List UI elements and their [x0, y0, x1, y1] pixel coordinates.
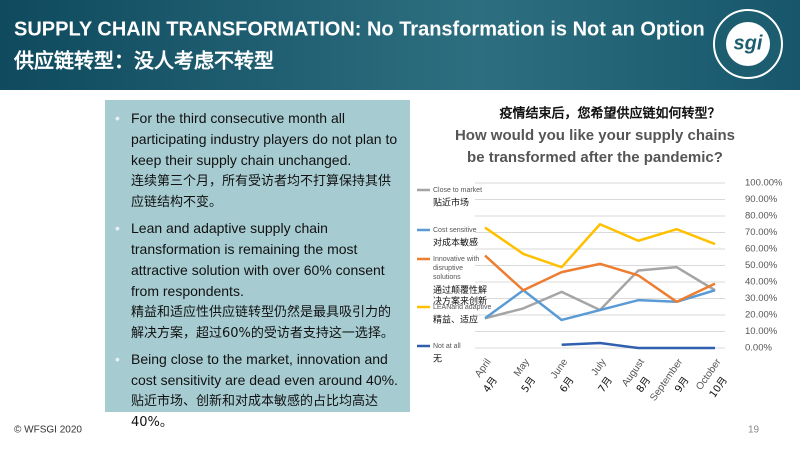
- y-tick-label: 50.00%: [745, 260, 778, 271]
- bullet-cn: 连续第三个月，所有受访者均不打算保持其供应链结构不变。: [131, 174, 392, 210]
- legend-line: solutions: [433, 274, 461, 281]
- legend-label: LEANand adaptive: [433, 304, 491, 311]
- bullet-en: Lean and adaptive supply chain transform…: [131, 220, 385, 299]
- legend-label: Innovative with disruptive solutions: [433, 256, 479, 281]
- y-tick-label: 70.00%: [745, 227, 778, 238]
- y-tick-label: 40.00%: [745, 277, 778, 288]
- legend-label: Cost sensitive: [433, 227, 477, 234]
- bullet-cn: 精益和适应性供应链转型仍然是最具吸引力的解决方案，超过60%的受访者支持这一选择…: [131, 305, 394, 341]
- bullet: Lean and adaptive supply chain transform…: [115, 218, 400, 344]
- slide-title: SUPPLY CHAIN TRANSFORMATION: No Transfor…: [14, 18, 705, 40]
- bullet: Being close to the market, innovation an…: [115, 349, 400, 433]
- series-line: [484, 223, 716, 269]
- header-band: [0, 0, 800, 90]
- legend-line: Not at all: [433, 343, 461, 350]
- y-tick-label: 20.00%: [745, 310, 778, 321]
- y-tick-label: 30.00%: [745, 293, 778, 304]
- copyright: © WFSGI 2020: [14, 425, 82, 436]
- x-tick-label: July: [589, 357, 608, 378]
- legend-line: Close to market: [433, 187, 482, 194]
- logo-disc: [726, 22, 770, 66]
- legend-line-cn: 决方案来创新: [433, 295, 487, 307]
- series-line: [561, 341, 715, 350]
- x-tick-label-cn: 6月: [557, 375, 576, 395]
- y-tick-label: 90.00%: [745, 194, 778, 205]
- x-tick-label-cn: 4月: [481, 375, 500, 395]
- logo-text: sgi: [734, 32, 763, 54]
- legend-line: LEANand adaptive: [433, 304, 491, 311]
- bullet-cn: 贴近市场、创新和对成本敏感的占比均高达40%。: [131, 394, 379, 430]
- y-tick-label: 10.00%: [745, 326, 778, 337]
- legend-line: disruptive: [433, 265, 463, 272]
- legend-label: Close to market: [433, 187, 482, 194]
- chart-title: How would you like your supply chains be …: [455, 127, 735, 166]
- legend-label-cn: 对成本敏感: [433, 237, 478, 249]
- legend-label-cn: 无: [433, 354, 442, 365]
- legend-line: Innovative with: [433, 256, 479, 263]
- x-tick-label-cn: 9月: [672, 375, 691, 395]
- text-box: For the third consecutive month all part…: [105, 100, 410, 430]
- legend-label-cn: 贴近市场: [433, 197, 469, 209]
- slide-subtitle: 供应链转型：没人考虑不转型: [13, 49, 274, 73]
- y-tick-label: 80.00%: [745, 211, 778, 222]
- bullet: For the third consecutive month all part…: [115, 108, 400, 213]
- legend-label: Not at all: [433, 343, 461, 350]
- bullet-en: Being close to the market, innovation an…: [131, 351, 398, 388]
- y-tick-label: 100.00%: [745, 178, 783, 189]
- legend-line: Cost sensitive: [433, 227, 477, 234]
- series-line: [484, 254, 716, 304]
- y-tick-label: 60.00%: [745, 244, 778, 255]
- legend-label-cn: 精益、适应: [433, 314, 478, 326]
- chart-title-line: How would you like your supply chains: [455, 127, 735, 144]
- legend-line-cn: 通过颠覆性解: [433, 284, 487, 296]
- chart-title-cn: 疫情结束后，您希望供应链如何转型？: [499, 106, 720, 122]
- x-tick-label-cn: 7月: [596, 375, 615, 395]
- legend-label-cn: 通过颠覆性解决方案来创新: [433, 284, 487, 307]
- chart-title-line: be transformed after the pandemic?: [467, 149, 723, 166]
- x-tick-label-cn: 5月: [519, 375, 538, 395]
- y-tick-label: 0.00%: [745, 343, 772, 354]
- page-number: 19: [748, 425, 760, 436]
- bullet-en: For the third consecutive month all part…: [131, 110, 398, 168]
- x-tick-label-cn: 8月: [634, 375, 653, 395]
